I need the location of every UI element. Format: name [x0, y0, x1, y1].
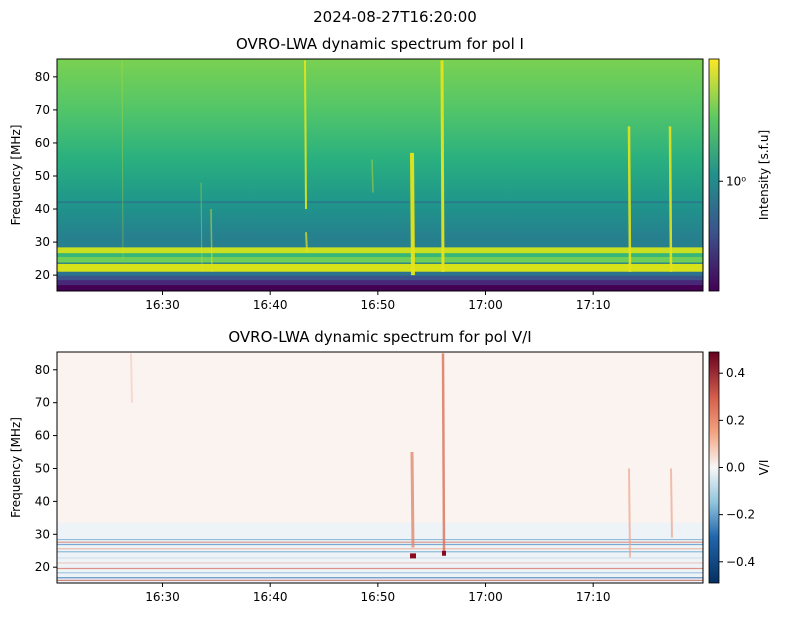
x-tick-label: 16:30 — [145, 590, 180, 604]
spectrum-band — [57, 280, 703, 286]
colorbar-tick-label: 0.0 — [726, 461, 745, 475]
heatmap-image — [57, 352, 703, 583]
burst — [410, 152, 415, 276]
y-tick-label: 20 — [35, 268, 50, 282]
x-tick-label: 16:50 — [361, 590, 396, 604]
colorbar-label: Intensity [s.f.u] — [757, 130, 771, 220]
x-tick-label: 16:50 — [361, 298, 396, 312]
burst — [305, 232, 308, 253]
y-tick-label: 30 — [35, 527, 50, 541]
y-tick-label: 50 — [35, 461, 50, 475]
spectrum-band — [57, 522, 703, 583]
spectrum-band — [57, 247, 703, 254]
spectrum-band — [57, 256, 703, 263]
colorbar-tick-label: 0.2 — [726, 413, 745, 427]
x-tick-label: 17:00 — [468, 590, 503, 604]
burst — [121, 60, 124, 259]
colorbar — [708, 58, 720, 292]
burst — [441, 353, 446, 551]
y-tick-label: 70 — [35, 396, 50, 410]
chart-title: OVRO-LWA dynamic spectrum for pol V/I — [228, 328, 531, 346]
suptitle: 2024-08-27T16:20:00 — [313, 8, 477, 26]
burst — [670, 468, 673, 538]
colorbar-tick-label: −0.4 — [726, 555, 755, 569]
y-tick-label: 40 — [35, 202, 50, 216]
x-tick-label: 16:40 — [253, 590, 288, 604]
y-tick-label: 60 — [35, 429, 50, 443]
colorbar-tick-label: −0.2 — [726, 508, 755, 522]
colorbar-tick-label: 10⁰ — [726, 174, 746, 188]
y-tick-label: 70 — [35, 103, 50, 117]
x-tick-label: 17:10 — [576, 298, 611, 312]
burst — [304, 60, 307, 210]
burst — [200, 182, 203, 272]
spectrum-band — [57, 271, 703, 276]
spectrum-band — [57, 275, 703, 281]
burst — [130, 353, 133, 403]
x-tick-label: 17:10 — [576, 590, 611, 604]
y-axis-label: Frequency [MHz] — [9, 125, 23, 226]
burst-core — [442, 550, 446, 556]
x-tick-label: 16:30 — [145, 298, 180, 312]
burst — [210, 209, 213, 272]
spectrum-band — [57, 285, 703, 291]
colorbar — [708, 351, 720, 584]
heatmap-image — [57, 59, 703, 291]
burst — [627, 126, 632, 272]
burst-core — [410, 553, 416, 559]
y-tick-label: 40 — [35, 494, 50, 508]
plot-frame — [56, 58, 704, 292]
x-tick-label: 17:00 — [468, 298, 503, 312]
y-axis-label: Frequency [MHz] — [9, 417, 23, 518]
y-tick-label: 30 — [35, 235, 50, 249]
y-tick-label: 50 — [35, 169, 50, 183]
burst — [440, 60, 445, 272]
y-tick-label: 60 — [35, 136, 50, 150]
burst — [628, 468, 631, 558]
spectrum-band — [57, 263, 703, 272]
chart-title: OVRO-LWA dynamic spectrum for pol I — [236, 35, 524, 53]
colorbar-label: V/I — [757, 460, 771, 476]
y-tick-label: 80 — [35, 70, 50, 84]
y-tick-label: 20 — [35, 560, 50, 574]
burst — [410, 452, 415, 548]
x-tick-label: 16:40 — [253, 298, 288, 312]
burst — [371, 159, 374, 193]
plot-frame — [56, 351, 704, 584]
spectrum-band — [57, 201, 703, 204]
colorbar-tick-label: 0.4 — [726, 366, 745, 380]
burst — [668, 126, 673, 272]
spectrum-band — [57, 253, 703, 257]
y-tick-label: 80 — [35, 363, 50, 377]
